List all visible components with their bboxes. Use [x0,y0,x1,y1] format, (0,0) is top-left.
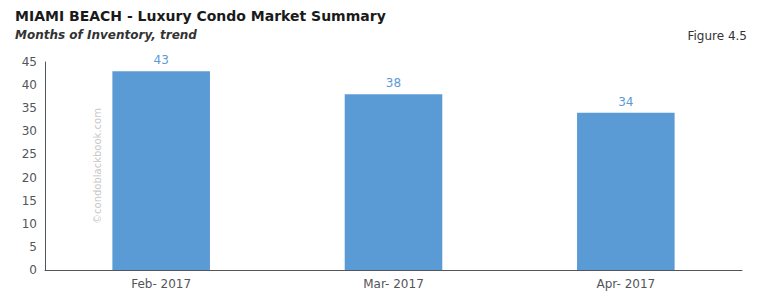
svg-text:Feb- 2017: Feb- 2017 [131,277,191,291]
svg-text:15: 15 [22,194,37,208]
svg-text:0: 0 [29,263,37,277]
svg-text:45: 45 [22,55,37,69]
svg-text:5: 5 [29,240,37,254]
svg-text:20: 20 [22,171,37,185]
svg-text:30: 30 [22,124,37,138]
svg-text:10: 10 [22,217,37,231]
svg-text:MIAMI BEACH - Luxury Condo Mar: MIAMI BEACH - Luxury Condo Market Summar… [15,8,386,24]
svg-text:40: 40 [22,78,37,92]
svg-text:34: 34 [618,95,633,109]
svg-text:35: 35 [22,101,37,115]
svg-text:Mar- 2017: Mar- 2017 [363,277,424,291]
svg-text:43: 43 [154,53,169,67]
svg-text:Figure 4.5: Figure 4.5 [687,29,747,43]
svg-text:©condoblackbook.com: ©condoblackbook.com [92,108,103,224]
svg-text:Apr- 2017: Apr- 2017 [596,277,655,291]
svg-text:Months of Inventory, trend: Months of Inventory, trend [15,28,197,42]
svg-text:38: 38 [386,76,401,90]
svg-text:25: 25 [22,147,37,161]
